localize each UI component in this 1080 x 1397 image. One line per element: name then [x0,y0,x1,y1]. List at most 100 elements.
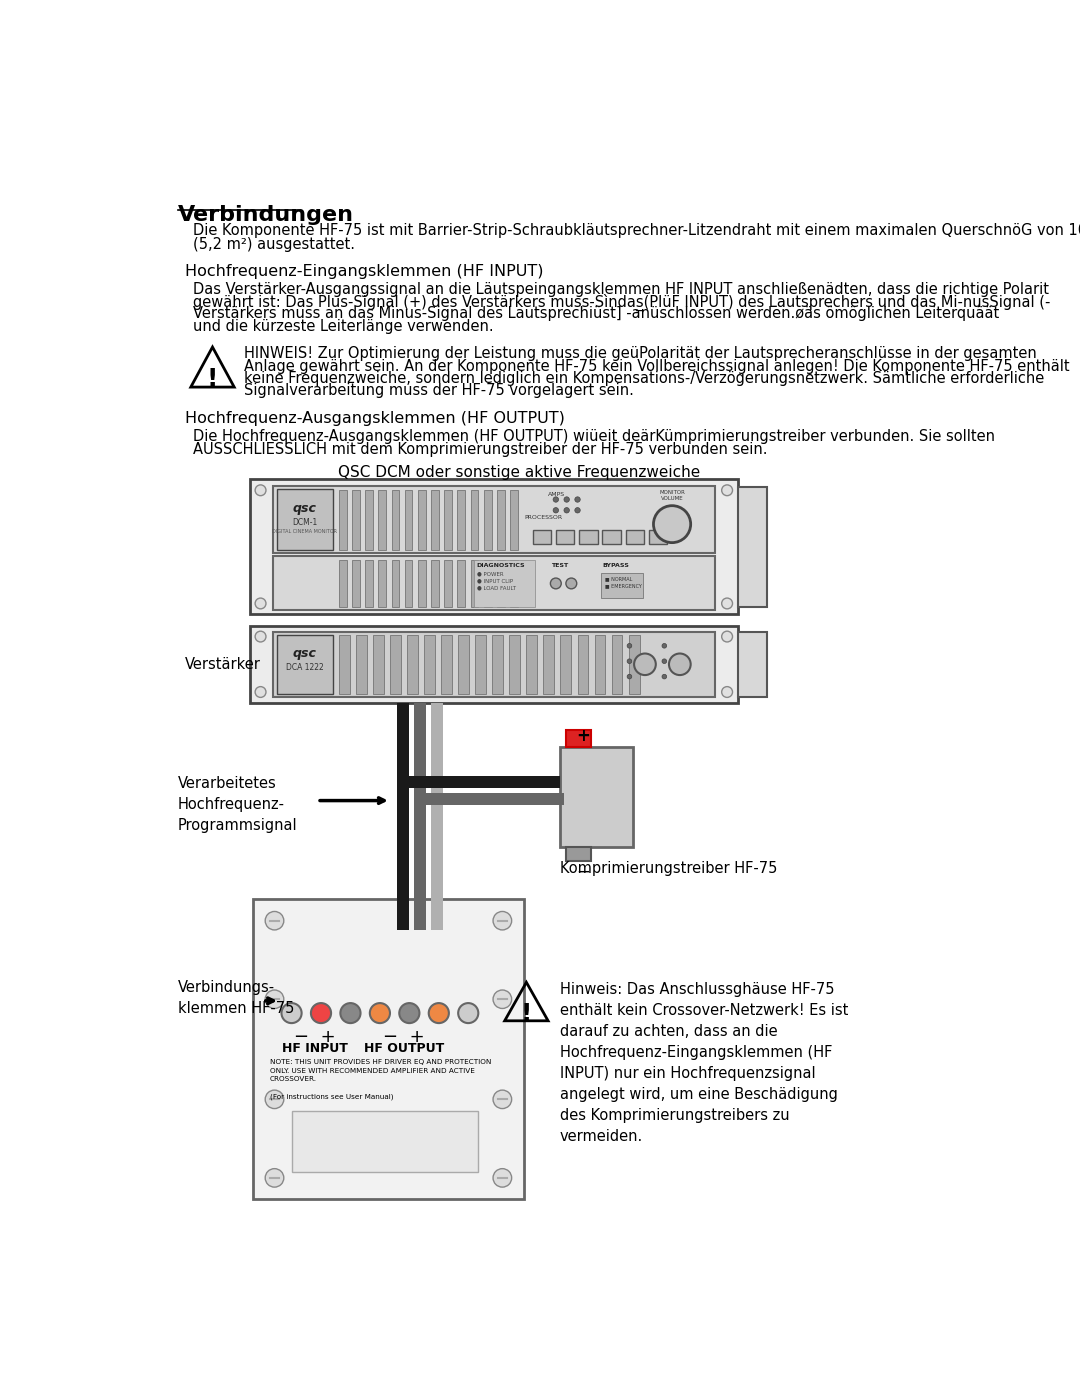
Bar [249,479,738,615]
Circle shape [494,1169,512,1187]
Bar [392,560,400,606]
Text: Verstärkers muss an das Minus-Signal des Lautsprechiüst] -anüschlossen werden.øä: Verstärkers muss an das Minus-Signal des… [193,306,999,321]
Text: keine Frequenzweiche, sondern lediglich ein Kompensations-/Verzögerungsnetzwerk.: keine Frequenzweiche, sondern lediglich … [243,372,1043,386]
Bar [431,560,438,606]
Bar [510,636,521,693]
Text: BYPASS: BYPASS [603,563,630,567]
Bar [579,531,597,545]
Text: AMPS: AMPS [548,492,565,497]
Circle shape [721,598,732,609]
Circle shape [266,990,284,1009]
Bar [566,847,591,861]
Bar [595,636,606,693]
Bar [578,636,589,693]
Text: Hochfrequenz-Eingangsklemmen (HF INPUT): Hochfrequenz-Eingangsklemmen (HF INPUT) [186,264,544,279]
Bar [738,488,768,606]
Bar [556,531,575,545]
Bar [492,636,503,693]
Text: HF INPUT: HF INPUT [282,1042,348,1055]
Text: Hochfrequenz-Ausgangsklemmen (HF OUTPUT): Hochfrequenz-Ausgangsklemmen (HF OUTPUT) [186,411,565,426]
Bar [510,489,517,549]
Circle shape [627,659,632,664]
Bar [600,573,644,598]
Text: MONITOR
VOLUME: MONITOR VOLUME [659,489,685,500]
Circle shape [400,1003,419,1023]
Bar [339,636,350,693]
Bar [458,560,465,606]
Circle shape [369,1003,390,1023]
Bar [484,560,491,606]
Bar [249,626,738,703]
Circle shape [662,675,666,679]
Bar [390,636,401,693]
Circle shape [553,497,558,502]
Bar [414,703,427,930]
Text: Verarbeitetes
Hochfrequenz-
Programmsignal: Verarbeitetes Hochfrequenz- Programmsign… [177,775,297,833]
Text: NOTE: THIS UNIT PROVIDES HF DRIVER EQ AND PROTECTION
ONLY. USE WITH RECOMMENDED : NOTE: THIS UNIT PROVIDES HF DRIVER EQ AN… [270,1059,491,1099]
Circle shape [551,578,562,588]
Text: HF OUTPUT: HF OUTPUT [364,1042,444,1055]
Circle shape [564,497,569,502]
Bar [458,489,465,549]
Circle shape [266,1090,284,1109]
Text: Die Hochfrequenz-Ausgangsklemmen (HF OUTPUT) wiüeit deärKümprimierungstreiber ve: Die Hochfrequenz-Ausgangsklemmen (HF OUT… [193,429,995,444]
Bar [339,560,347,606]
Bar [365,560,373,606]
Circle shape [458,1003,478,1023]
Circle shape [627,644,632,648]
Bar [738,631,768,697]
Bar [273,631,715,697]
Text: Verbindungen: Verbindungen [177,204,353,225]
Circle shape [669,654,691,675]
Circle shape [566,578,577,588]
Circle shape [494,911,512,930]
Text: −  +: − + [294,1028,336,1046]
Circle shape [266,1169,284,1187]
Text: DCM-1: DCM-1 [292,518,318,527]
Circle shape [721,686,732,697]
Bar [474,560,535,606]
Text: Komprimierungstreiber HF-75: Komprimierungstreiber HF-75 [559,861,778,876]
Text: AUSSCHLIESSLICH mit dem Komprimierungstreiber der HF-75 verbunden sein.: AUSSCHLIESSLICH mit dem Komprimierungstr… [193,441,768,457]
Bar [431,489,438,549]
Bar [441,636,451,693]
Bar [611,636,622,693]
Bar [543,636,554,693]
Text: Verstärker: Verstärker [186,657,261,672]
Bar [397,775,559,788]
Text: DCA 1222: DCA 1222 [286,662,324,672]
Circle shape [721,631,732,643]
Circle shape [627,675,632,679]
Bar [273,556,715,610]
Bar [497,489,504,549]
Bar [414,793,564,805]
Text: −: − [576,862,590,880]
Circle shape [429,1003,449,1023]
Circle shape [340,1003,361,1023]
Bar [356,636,367,693]
Bar [365,489,373,549]
Bar [526,636,537,693]
Bar [418,489,426,549]
Circle shape [653,506,691,542]
Text: Anlage gewährt sein. An der Komponente HF-75 kein Vollbereichssignal anlegen! Di: Anlage gewährt sein. An der Komponente H… [243,359,1069,373]
Bar [339,489,347,549]
Bar [276,636,333,693]
Circle shape [266,911,284,930]
Circle shape [575,507,580,513]
Text: Signalverarbeitung muss der HF-75 vorgelagert sein.: Signalverarbeitung muss der HF-75 vorgel… [243,383,633,398]
Bar [378,489,387,549]
Bar [405,560,413,606]
Bar [292,1111,477,1172]
Bar [276,489,333,550]
Circle shape [494,990,512,1009]
Bar [431,703,444,930]
Text: Das Verstärker-Ausgangssignal an die Läutspeingangsklemmen HF INPUT anschließenä: Das Verstärker-Ausgangssignal an die Läu… [193,282,1049,296]
Text: QSC DCM oder sonstige aktive Frequenzweiche: QSC DCM oder sonstige aktive Frequenzwei… [338,465,700,479]
Bar [405,489,413,549]
Bar [418,560,426,606]
Bar [444,489,451,549]
Bar [559,746,633,847]
Bar [424,636,435,693]
Bar [532,531,551,545]
